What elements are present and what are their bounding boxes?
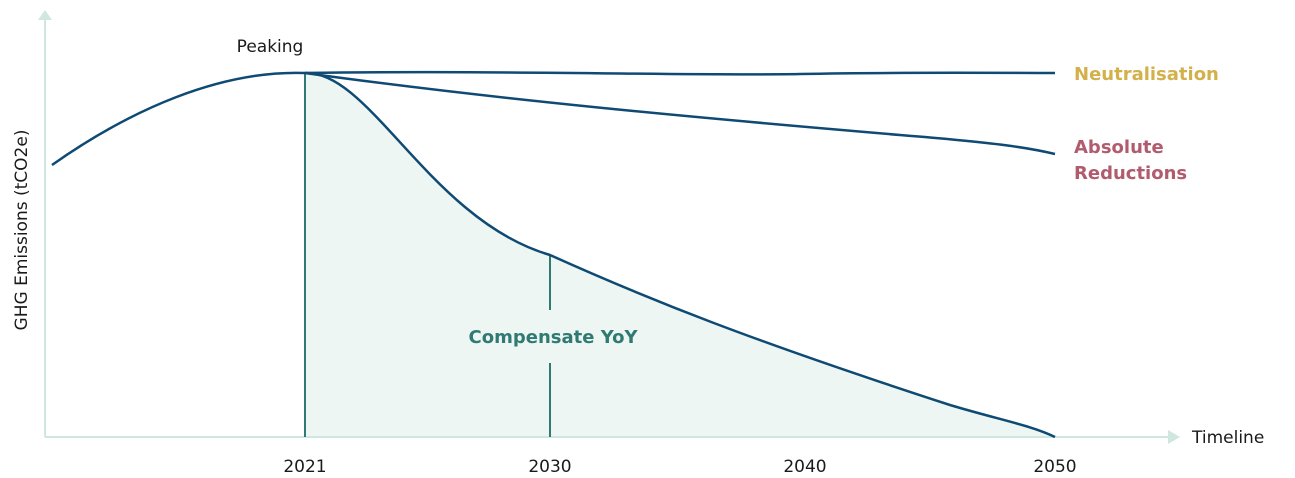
series-line-absolute-reductions bbox=[304, 71, 1056, 156]
series-line-neutralisation bbox=[304, 70, 1056, 76]
absolute-reductions-label: Absolute Reductions bbox=[1074, 137, 1187, 184]
compensate-area bbox=[305, 72, 1055, 437]
x-tick-label: 2040 bbox=[783, 457, 826, 477]
series-line-rise bbox=[51, 71, 306, 167]
y-axis-label: GHG Emissions (tCO2e) bbox=[12, 130, 32, 331]
peak-annotation: Peaking bbox=[237, 37, 304, 57]
x-axis-arrow bbox=[1168, 430, 1180, 444]
x-tick-label: 2050 bbox=[1033, 457, 1076, 477]
absolute-reductions-label-line2: Reductions bbox=[1074, 163, 1187, 184]
x-tick-label: 2021 bbox=[283, 457, 326, 477]
x-axis-label: Timeline bbox=[1191, 428, 1264, 448]
y-axis-arrow bbox=[38, 10, 52, 20]
absolute-reductions-label-line1: Absolute bbox=[1074, 137, 1164, 158]
neutralisation-label: Neutralisation bbox=[1074, 64, 1219, 85]
compensate-label: Compensate YoY bbox=[469, 327, 639, 348]
series-line-compensate bbox=[304, 71, 1056, 439]
x-tick-label: 2030 bbox=[528, 457, 571, 477]
